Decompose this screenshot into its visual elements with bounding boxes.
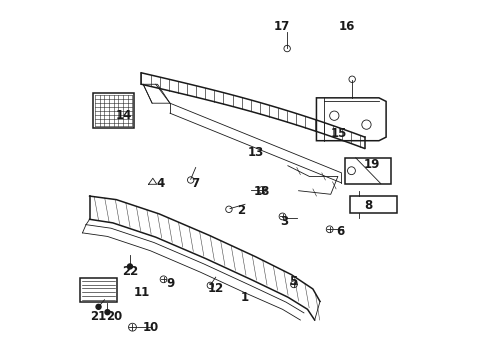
Circle shape xyxy=(96,304,101,309)
Text: 18: 18 xyxy=(254,185,270,198)
Text: 12: 12 xyxy=(208,283,224,296)
Text: 8: 8 xyxy=(364,198,372,212)
Text: 1: 1 xyxy=(241,291,249,305)
Text: 15: 15 xyxy=(330,127,347,140)
Text: 17: 17 xyxy=(273,20,290,33)
Text: 4: 4 xyxy=(157,177,165,190)
Text: 13: 13 xyxy=(247,146,264,159)
Text: 6: 6 xyxy=(337,225,345,238)
Text: 21: 21 xyxy=(91,310,107,323)
Text: 2: 2 xyxy=(237,204,245,217)
Text: 5: 5 xyxy=(289,275,297,288)
Text: 19: 19 xyxy=(364,158,380,171)
Circle shape xyxy=(105,310,110,315)
Text: 11: 11 xyxy=(134,286,150,299)
Text: 14: 14 xyxy=(116,109,132,122)
Text: 7: 7 xyxy=(191,177,199,190)
Text: 22: 22 xyxy=(122,265,138,278)
Text: 20: 20 xyxy=(106,310,122,323)
Text: 3: 3 xyxy=(280,215,288,228)
Text: 10: 10 xyxy=(142,321,158,334)
Text: 9: 9 xyxy=(167,277,175,290)
Text: 16: 16 xyxy=(339,20,355,33)
Circle shape xyxy=(127,264,132,269)
